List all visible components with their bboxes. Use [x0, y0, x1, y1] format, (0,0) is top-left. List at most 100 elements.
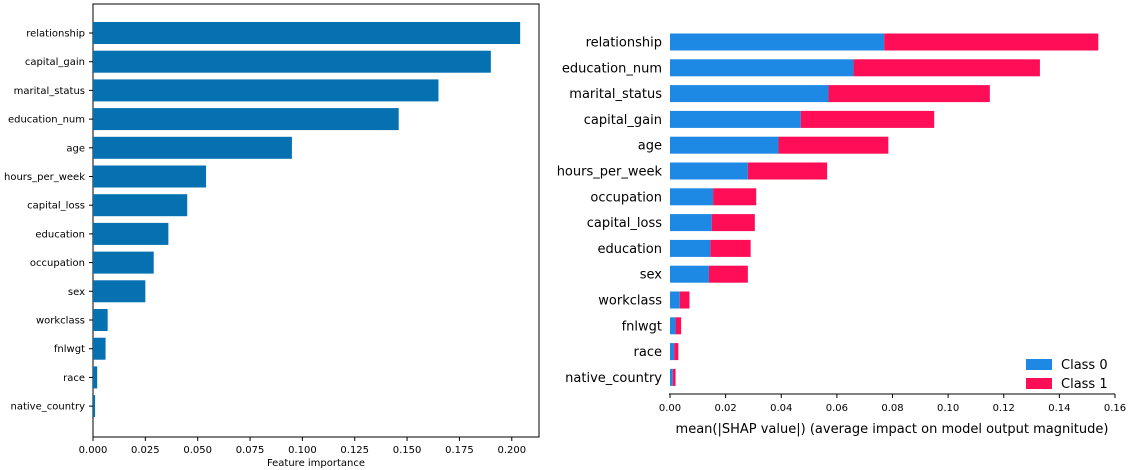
legend: Class 0 Class 1 — [1026, 358, 1108, 392]
left-y-label-age: age — [66, 143, 85, 154]
legend-swatch-class-0 — [1026, 359, 1052, 370]
right-bar-native-country-class-1 — [672, 368, 676, 386]
left-bar-marital-status — [93, 79, 439, 102]
left-bar-fnlwgt — [93, 337, 106, 360]
right-bar-relationship-class-0 — [670, 33, 885, 51]
left-x-tick-label-1: 0.025 — [131, 445, 160, 456]
left-x-axis-label: Feature importance — [267, 458, 365, 469]
right-y-label-capital-gain: capital_gain — [584, 113, 662, 128]
left-y-label-education-num: education_num — [8, 115, 85, 126]
right-x-tick-labels: 0.00 0.02 0.04 0.06 0.08 0.10 0.12 0.14 0.16 — [659, 394, 1126, 414]
right-x-tick-label-8: 0.16 — [1104, 403, 1126, 414]
right-bar-sex-class-0 — [670, 265, 709, 283]
right-bar-race-class-1 — [674, 343, 679, 361]
left-bar-education-num — [93, 108, 399, 131]
left-y-tick-labels: relationship capital_gain marital_statused… — [4, 29, 93, 413]
left-bar-group — [93, 22, 521, 418]
left-x-tick-label-8: 0.200 — [497, 445, 526, 456]
left-bar-age — [93, 136, 292, 159]
left-y-label-occupation: occupation — [30, 258, 85, 269]
left-bar-sex — [93, 280, 146, 303]
left-y-label-hours-per-week: hours_per_week — [4, 172, 85, 183]
right-y-label-education-num: education_num — [562, 61, 662, 76]
right-bar-group — [670, 33, 1099, 386]
shap-summary-chart: relationship education_num marital_statusc… — [557, 33, 1126, 437]
right-x-tick-label-4: 0.08 — [881, 403, 903, 414]
right-y-label-workclass: workclass — [598, 294, 662, 309]
right-y-tick-labels: relationship education_num marital_statusc… — [557, 36, 663, 386]
left-y-label-race: race — [63, 373, 85, 384]
right-x-tick-label-5: 0.10 — [937, 403, 959, 414]
right-x-tick-label-2: 0.04 — [770, 403, 792, 414]
left-x-tick-label-6: 0.150 — [393, 445, 422, 456]
right-x-tick-label-3: 0.06 — [826, 403, 848, 414]
right-y-label-fnlwgt: fnlwgt — [622, 319, 662, 334]
right-y-label-education: education — [597, 242, 662, 257]
left-y-label-relationship: relationship — [26, 29, 85, 40]
right-y-label-capital-loss: capital_loss — [587, 216, 662, 231]
left-bar-occupation — [93, 251, 154, 274]
right-bar-marital-status-class-0 — [670, 85, 829, 103]
right-bar-workclass-class-1 — [679, 291, 690, 309]
right-bar-relationship-class-1 — [884, 33, 1099, 51]
right-bar-age-class-1 — [778, 136, 889, 154]
left-bar-capital-loss — [93, 194, 188, 217]
right-bar-sex-class-1 — [708, 265, 748, 283]
right-bar-age-class-0 — [670, 136, 779, 154]
left-x-tick-label-4: 0.100 — [288, 445, 317, 456]
right-bar-capital-loss-class-1 — [711, 214, 755, 232]
left-y-label-capital-gain: capital_gain — [25, 57, 85, 68]
right-bar-fnlwgt-class-0 — [670, 317, 676, 335]
left-bar-workclass — [93, 309, 108, 331]
left-y-label-workclass: workclass — [36, 316, 85, 327]
left-x-tick-label-3: 0.075 — [236, 445, 265, 456]
left-bar-education — [93, 222, 169, 245]
feature-importance-chart: relationship capital_gain marital_statused… — [4, 3, 540, 469]
left-x-tick-label-7: 0.175 — [445, 445, 474, 456]
right-y-label-occupation: occupation — [590, 190, 662, 205]
left-x-tick-label-0: 0.000 — [79, 445, 108, 456]
right-x-tick-label-7: 0.14 — [1048, 403, 1070, 414]
right-bar-occupation-class-0 — [670, 188, 714, 206]
left-plot-frame — [92, 3, 540, 438]
right-bar-education-num-class-0 — [670, 59, 854, 77]
right-bar-occupation-class-1 — [713, 188, 757, 206]
left-bar-hours-per-week — [93, 165, 207, 188]
right-y-label-native-country: native_country — [565, 371, 662, 386]
left-x-tick-labels: 0.000 0.025 0.050 0.075 0.100 0.125 0.150 0.175… — [79, 437, 526, 456]
right-y-label-age: age — [638, 139, 662, 154]
right-bar-native-country-class-0 — [670, 368, 673, 386]
left-y-label-native-country: native_country — [11, 402, 86, 413]
right-bar-workclass-class-0 — [670, 291, 680, 309]
left-bar-capital-gain — [93, 50, 491, 73]
left-y-label-sex: sex — [68, 287, 85, 298]
left-y-label-marital-status: marital_status — [14, 86, 85, 97]
right-bar-education-class-0 — [670, 239, 711, 257]
right-x-axis-label: mean(|SHAP value|) (average impact on mo… — [676, 422, 1109, 437]
right-y-label-hours-per-week: hours_per_week — [557, 165, 663, 180]
right-bar-race-class-0 — [670, 343, 675, 361]
right-x-tick-label-1: 0.02 — [714, 403, 736, 414]
right-bar-education-num-class-1 — [853, 59, 1040, 77]
right-y-label-sex: sex — [640, 268, 663, 283]
left-bar-relationship — [93, 22, 521, 44]
left-y-label-education: education — [35, 229, 85, 240]
legend-swatch-class-1 — [1026, 378, 1052, 389]
left-bar-native-country — [93, 395, 96, 418]
right-bar-capital-gain-class-0 — [670, 110, 801, 128]
right-y-label-race: race — [634, 345, 662, 360]
left-y-label-fnlwgt: fnlwgt — [54, 344, 85, 355]
right-bar-education-class-1 — [710, 239, 751, 257]
right-bar-capital-loss-class-0 — [670, 214, 712, 232]
legend-label-class-0: Class 0 — [1061, 358, 1108, 373]
right-y-label-relationship: relationship — [586, 36, 662, 51]
right-bar-hours-per-week-class-0 — [670, 162, 748, 180]
right-x-tick-label-0: 0.00 — [659, 403, 681, 414]
right-bar-hours-per-week-class-1 — [747, 162, 828, 180]
left-x-tick-label-5: 0.125 — [340, 445, 369, 456]
left-x-tick-label-2: 0.050 — [183, 445, 212, 456]
legend-label-class-1: Class 1 — [1061, 377, 1108, 392]
left-bar-race — [93, 366, 98, 389]
right-bar-marital-status-class-1 — [828, 85, 990, 103]
